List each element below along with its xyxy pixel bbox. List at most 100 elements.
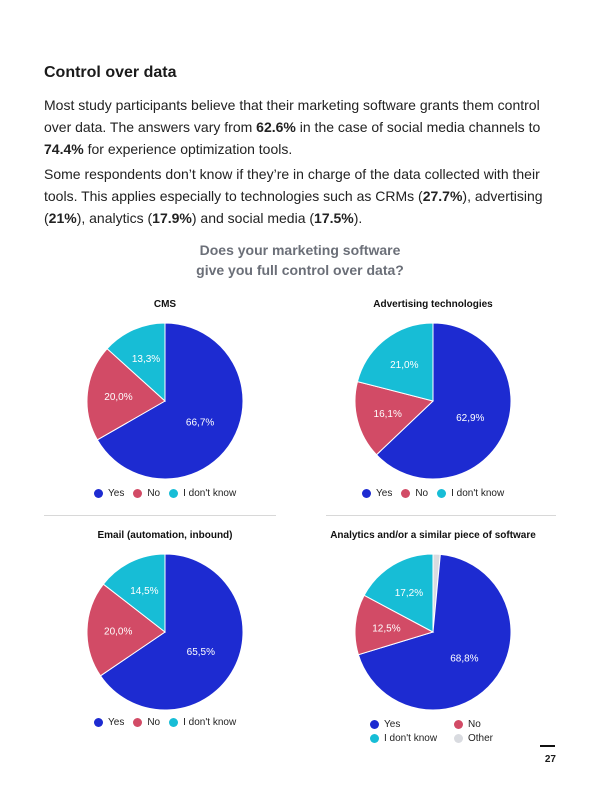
legend-label: Other: [468, 733, 494, 744]
legend-swatch: [362, 489, 371, 498]
pie-slice-yes: [375, 322, 512, 480]
pie-svg: 62,9% 16,1% 21,0%: [354, 322, 512, 480]
intro-paragraph: Most study participants believe that the…: [44, 94, 564, 160]
pie-svg: 66,7% 20,0% 13,3%: [86, 322, 244, 480]
slice-data-label: 14,5%: [130, 586, 158, 597]
slice-data-label: 16,1%: [374, 409, 402, 420]
legend-label: Yes: [108, 717, 125, 728]
pie-chart-cms: CMS 66,7% 20,0% 13,3% Yes No I don't know: [30, 296, 300, 506]
text-run: Some respondents don’t know if they’re i…: [44, 166, 540, 204]
text-run: in the case of social media channels to: [295, 119, 541, 135]
legend-swatch: [454, 734, 463, 743]
text-run: ), analytics (: [76, 210, 153, 226]
legend-label: Yes: [384, 719, 401, 730]
legend-swatch: [94, 718, 103, 727]
pie-slice-yes: [99, 553, 244, 711]
highlight-value: 27.7%: [422, 188, 463, 204]
text-run: ) and social media (: [191, 210, 315, 226]
pie-slice-i-don-t-know: [356, 322, 434, 402]
legend-label: No: [147, 488, 161, 499]
question-line-2: give you full control over data?: [196, 262, 404, 278]
legend-item: No: [454, 719, 515, 730]
pie-slice-no: [86, 583, 166, 677]
question-line-1: Does your marketing software: [199, 242, 401, 258]
legend-label: Yes: [108, 488, 125, 499]
charts-question: Does your marketing software give you fu…: [0, 240, 600, 280]
chart-legend: Yes No I don't know: [94, 717, 245, 730]
legend-item: Yes: [94, 717, 124, 728]
chart-divider: [326, 515, 556, 516]
pie-chart-analytics: Analytics and/or a similar piece of soft…: [298, 527, 568, 744]
legend-label: I don't know: [183, 488, 237, 499]
page-number-rule: [540, 745, 555, 747]
legend-label: No: [147, 717, 161, 728]
legend-swatch: [133, 489, 143, 498]
section-heading: Control over data: [44, 64, 177, 81]
legend-item: Yes: [362, 488, 392, 499]
text-run: ).: [353, 210, 363, 226]
chart-title: Analytics and/or a similar piece of soft…: [330, 530, 536, 541]
legend-item: I don't know: [370, 733, 445, 744]
slice-data-label: 12,5%: [372, 623, 400, 634]
chart-divider: [44, 515, 276, 516]
slice-data-label: 65,5%: [187, 647, 215, 658]
pie-slice-yes: [357, 553, 512, 711]
pie-slice-i-don-t-know: [106, 322, 166, 403]
highlight-value: 62.6%: [256, 119, 296, 135]
legend-item: I don't know: [169, 488, 236, 499]
legend-item: No: [133, 717, 160, 728]
legend-label: No: [468, 719, 481, 730]
legend-swatch: [401, 489, 411, 498]
legend-swatch: [454, 720, 463, 729]
legend-swatch: [370, 720, 379, 729]
legend-item: No: [401, 488, 428, 499]
pie-slice-no: [354, 380, 434, 456]
pie-slice-i-don-t-know: [363, 553, 434, 633]
chart-legend: Yes No I don't know: [362, 488, 513, 501]
legend-swatch: [133, 718, 143, 727]
slice-data-label: 21,0%: [390, 360, 418, 371]
slice-data-label: 20,0%: [104, 627, 132, 638]
slice-data-label: 66,7%: [186, 417, 214, 428]
legend-swatch: [169, 489, 179, 498]
legend-label: No: [415, 488, 429, 499]
legend-swatch: [370, 734, 379, 743]
detail-paragraph: Some respondents don’t know if they’re i…: [44, 163, 564, 229]
legend-label: I don't know: [451, 488, 505, 499]
pie-slice-no: [354, 594, 435, 656]
legend-swatch: [169, 718, 179, 727]
legend-item: No: [133, 488, 160, 499]
highlight-value: 21%: [48, 210, 77, 226]
legend-item: Other: [454, 733, 515, 744]
slice-data-label: 68,8%: [450, 654, 478, 665]
text-run: for experience optimization tools.: [83, 141, 293, 157]
chart-title: Advertising technologies: [373, 299, 493, 310]
chart-title: CMS: [153, 299, 177, 310]
legend-label: I don't know: [384, 733, 438, 744]
legend-item: Yes: [94, 488, 124, 499]
legend-label: I don't know: [183, 717, 237, 728]
chart-legend: Yes No I don't know: [94, 488, 245, 501]
legend-item: Yes: [370, 719, 445, 730]
legend-swatch: [94, 489, 103, 498]
text-run: Most study participants believe that the…: [44, 97, 540, 135]
pie-svg: 68,8% 12,5% 17,2%: [354, 553, 512, 711]
text-run: ), advertising (: [44, 188, 543, 226]
pie-slice-yes: [96, 322, 244, 480]
slice-data-label: 20,0%: [104, 392, 132, 403]
slice-data-label: 17,2%: [395, 588, 423, 599]
legend-item: I don't know: [169, 717, 236, 728]
pie-chart-advertising: Advertising technologies 62,9% 16,1% 21,0%…: [298, 296, 568, 506]
chart-title: Email (automation, inbound): [97, 530, 233, 541]
pie-slice-i-don-t-know: [102, 553, 166, 634]
legend-swatch: [437, 489, 447, 498]
legend-label: Yes: [376, 488, 393, 499]
pie-chart-email: Email (automation, inbound) 65,5% 20,0% 14…: [30, 527, 300, 742]
chart-legend: Yes No I don't know Other: [370, 719, 524, 744]
slice-data-label: 62,9%: [456, 413, 484, 424]
slice-data-label: 13,3%: [132, 354, 160, 365]
page-number: 27: [544, 754, 556, 765]
pie-svg: 65,5% 20,0% 14,5%: [86, 553, 244, 711]
pie-slice-no: [86, 347, 166, 441]
highlight-value: 74.4%: [44, 141, 84, 157]
